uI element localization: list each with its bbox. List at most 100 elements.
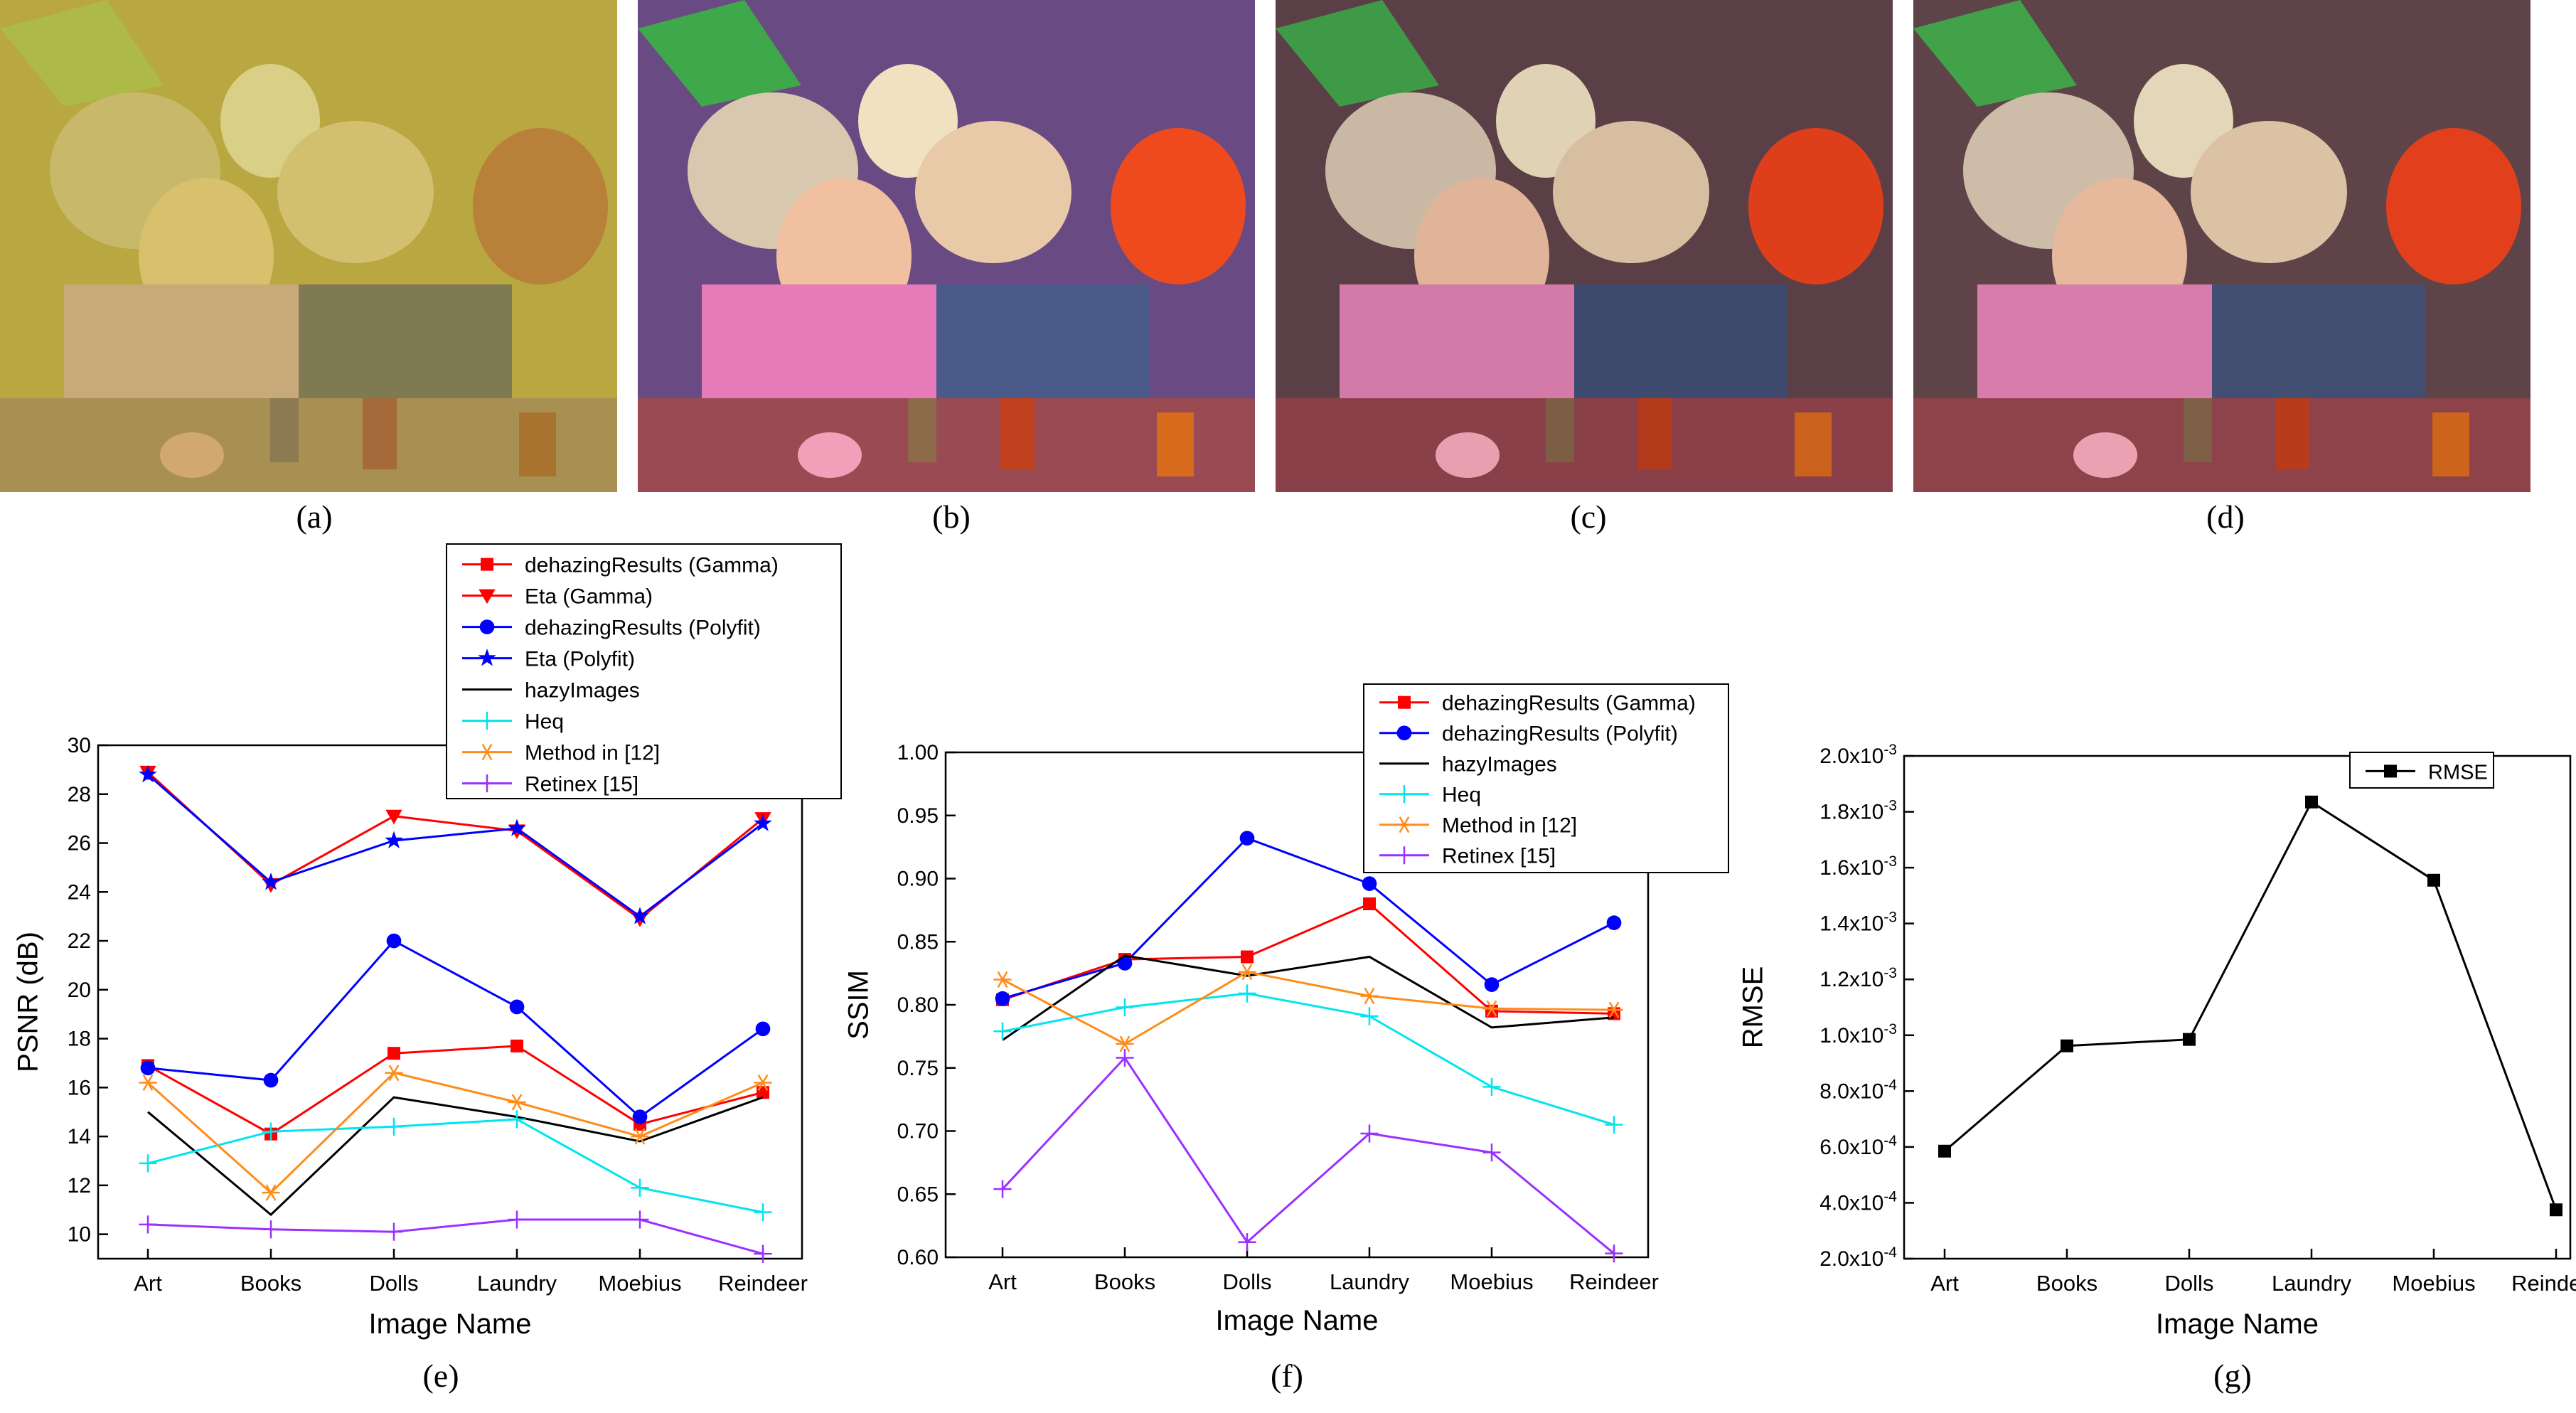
legend-label: RMSE xyxy=(2428,761,2488,784)
y-tick-label: 0.75 xyxy=(897,1057,939,1080)
y-tick-label: 2.0x10-4 xyxy=(1819,1244,1897,1271)
series-dehazingresults-gamma- xyxy=(141,1039,769,1141)
legend-marker xyxy=(1395,785,1413,804)
data-point xyxy=(139,1154,157,1173)
data-point xyxy=(385,809,402,825)
data-point xyxy=(632,1109,648,1124)
x-tick-label: Art xyxy=(988,1269,1017,1294)
legend-marker xyxy=(479,619,495,634)
legend-label: hazyImages xyxy=(1442,753,1557,777)
chart-ssim: 0.60 0.65 0.70 0.75 0.80 0.85 0.90 0.95 1.00 Art B… xyxy=(843,683,1729,1336)
series-line xyxy=(147,1218,764,1255)
data-point xyxy=(1362,876,1377,891)
panel-label-e: (e) xyxy=(422,1358,459,1394)
data-point xyxy=(508,1110,526,1129)
panel-label-a: (a) xyxy=(296,498,333,535)
data-point xyxy=(1239,831,1255,846)
y-tick-label: 1.8x10-3 xyxy=(1819,798,1897,824)
data-point xyxy=(1116,998,1134,1017)
x-tick-label: Books xyxy=(2036,1271,2097,1296)
legend-label: Method in [12] xyxy=(1442,814,1577,838)
data-point xyxy=(1116,1048,1134,1067)
data-point xyxy=(993,1022,1012,1040)
data-point xyxy=(139,764,157,783)
x-tick-label: Dolls xyxy=(2165,1271,2214,1296)
legend-marker xyxy=(478,774,496,793)
data-point xyxy=(1482,1000,1501,1017)
data-point xyxy=(385,1222,403,1241)
legend-label: Retinex [15] xyxy=(1442,845,1556,868)
data-point xyxy=(511,1039,523,1052)
legend-marker xyxy=(478,744,496,761)
series-line xyxy=(1001,1056,1615,1254)
y-tick-label: 1.4x10-3 xyxy=(1819,910,1897,936)
series-line xyxy=(147,1118,764,1214)
data-point xyxy=(262,1122,280,1141)
y-axis-label: SSIM xyxy=(843,970,875,1040)
y-tick-label: 1.00 xyxy=(897,741,939,764)
data-point xyxy=(1938,1144,1951,1158)
x-axis-label: Image Name xyxy=(1216,1305,1379,1336)
legend-marker xyxy=(1396,725,1412,741)
legend-label: dehazingResults (Gamma) xyxy=(1442,692,1696,715)
data-point xyxy=(262,1184,280,1201)
series-line xyxy=(147,1045,764,1136)
data-point xyxy=(385,1065,403,1082)
x-tick-label: Laundry xyxy=(477,1271,557,1296)
data-point xyxy=(1360,988,1379,1005)
panel-label-g: (g) xyxy=(2213,1358,2252,1394)
legend-box xyxy=(446,543,842,799)
series-line xyxy=(147,774,764,918)
y-tick-label: 10 xyxy=(68,1223,91,1247)
x-tick-label: Moebius xyxy=(1450,1269,1533,1294)
series-line xyxy=(1002,971,1615,1045)
data-point xyxy=(508,1094,526,1111)
data-point xyxy=(1238,964,1256,981)
legend-marker xyxy=(1395,846,1413,865)
x-tick-label: Laundry xyxy=(1330,1269,1410,1294)
y-tick-label: 0.65 xyxy=(897,1183,939,1206)
data-point xyxy=(2427,873,2440,887)
data-point xyxy=(754,814,772,831)
data-point xyxy=(139,1074,157,1091)
y-tick-label: 0.90 xyxy=(897,868,939,891)
series-line xyxy=(147,939,764,1119)
y-tick-label: 0.85 xyxy=(897,930,939,954)
x-axis-label: Image Name xyxy=(2156,1308,2319,1340)
data-point xyxy=(1482,1077,1501,1096)
legend-label: dehazingResults (Polyfit) xyxy=(525,617,761,640)
x-tick-label: Dolls xyxy=(1223,1269,1272,1294)
legend-label: Heq xyxy=(1442,784,1481,807)
legend: dehazingResults (Gamma) Eta (Gamma) dehazi… xyxy=(446,543,842,799)
series-line xyxy=(1944,800,2558,1210)
data-point xyxy=(1360,1007,1379,1025)
y-tick-label: 4.0x10-4 xyxy=(1819,1188,1897,1215)
photo-c-result xyxy=(1276,0,1893,492)
data-point xyxy=(262,1220,280,1239)
data-point xyxy=(1238,1233,1256,1252)
photo-b-drawing xyxy=(638,0,1255,492)
series-eta-polyfit- xyxy=(139,764,772,924)
legend-marker xyxy=(479,589,496,604)
data-point xyxy=(139,1215,157,1234)
data-point xyxy=(1117,956,1133,971)
chart-psnr: 10 12 14 16 18 20 22 24 26 28 30 Art Books Dolls Laund… xyxy=(13,543,842,1340)
data-point xyxy=(1605,1116,1623,1134)
photo-a-hazy xyxy=(0,0,617,492)
photo-b-result xyxy=(638,0,1255,492)
data-point xyxy=(631,907,649,924)
legend-label: Eta (Polyfit) xyxy=(525,648,635,671)
data-point xyxy=(140,1060,156,1076)
x-tick-label: Reindeer xyxy=(718,1271,808,1296)
data-point xyxy=(754,1074,772,1091)
y-tick-label: 28 xyxy=(68,783,91,806)
data-point xyxy=(386,933,402,949)
data-point xyxy=(508,819,526,836)
series-hazyimages xyxy=(1002,954,1615,1041)
y-tick-label: 1.2x10-3 xyxy=(1819,965,1897,991)
y-tick-label: 0.95 xyxy=(897,804,939,828)
y-tick-label: 1.6x10-3 xyxy=(1819,853,1897,880)
y-tick-label: 26 xyxy=(68,832,91,855)
y-tick-label: 16 xyxy=(68,1076,91,1099)
legend-label: Eta (Gamma) xyxy=(525,585,653,609)
